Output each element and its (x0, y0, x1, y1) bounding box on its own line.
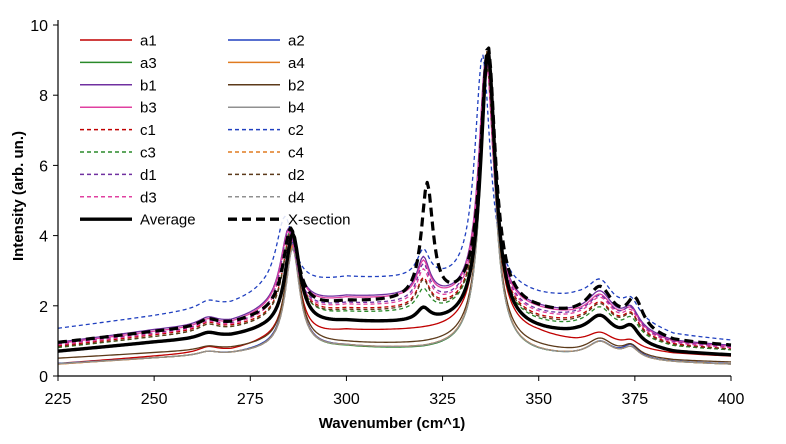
legend-label: d2 (288, 167, 305, 184)
series-line-b1 (57, 57, 732, 346)
x-tick-label: 375 (622, 391, 649, 408)
legend-label: b1 (140, 77, 157, 94)
legend-item: d1 (80, 167, 157, 184)
legend-label: d1 (140, 167, 157, 184)
legend-item: b1 (80, 77, 157, 94)
legend-item: c4 (228, 145, 304, 162)
legend-item: b2 (228, 77, 305, 94)
legend-item: a3 (80, 55, 157, 72)
y-tick-label: 0 (39, 369, 48, 386)
series-line-b2 (57, 50, 732, 363)
x-tick-label: 225 (45, 391, 72, 408)
series-line-d4 (57, 55, 732, 365)
legend-item: c1 (80, 122, 156, 139)
y-tick-label: 2 (39, 299, 48, 316)
x-tick-label: 300 (333, 391, 360, 408)
legend-item: X-section (228, 212, 351, 229)
series-line-d2 (57, 64, 732, 350)
legend-label: c4 (288, 145, 304, 162)
series-line-x-section (57, 46, 732, 347)
x-tick-label: 325 (429, 391, 456, 408)
legend-item: a1 (80, 33, 157, 50)
series-line-a1 (57, 64, 732, 365)
legend-item: a4 (228, 55, 305, 72)
legend-label: b4 (288, 100, 305, 117)
y-tick-label: 10 (30, 18, 48, 35)
legend-label: c2 (288, 122, 304, 139)
legend-label: Average (140, 212, 196, 229)
legend-item: a2 (228, 33, 305, 50)
legend-item: b4 (228, 100, 305, 117)
legend-item: c3 (80, 145, 156, 162)
axes-layer: 225 250 275 300 325 350 375 400 0 2 4 6 8 10 (30, 18, 744, 408)
legend-item: b3 (80, 100, 157, 117)
legend-label: c3 (140, 145, 156, 162)
series-line-c1 (57, 62, 732, 350)
legend-item: d3 (80, 189, 157, 206)
series-line-d3 (57, 63, 732, 349)
legend-label: b3 (140, 100, 157, 117)
x-tick-label: 250 (141, 391, 168, 408)
y-tick-label: 4 (39, 229, 48, 246)
x-axis-label: Wavenumber (cm^1) (319, 415, 466, 432)
legend-item: Average (80, 212, 196, 229)
legend: a1 a2 a3 a4 b1 b2 b3 b4 c1 c2 c3 c4 d1 d2 d3 d4 Average X… (74, 30, 374, 229)
legend-label: X-section (288, 212, 351, 229)
x-tick-label: 400 (718, 391, 745, 408)
legend-label: d3 (140, 189, 157, 206)
series-line-average (57, 51, 732, 357)
legend-label: b2 (288, 77, 305, 94)
legend-item: c2 (228, 122, 304, 139)
x-tick-label: 275 (237, 391, 264, 408)
y-tick-label: 6 (39, 158, 48, 175)
legend-label: d4 (288, 189, 305, 206)
x-tick-label: 350 (525, 391, 552, 408)
legend-label: a3 (140, 55, 157, 72)
legend-label: a1 (140, 33, 157, 50)
series-line-c2 (57, 54, 732, 341)
legend-label: a4 (288, 55, 305, 72)
legend-item: d2 (228, 167, 305, 184)
y-axis-label: Intensity (arb. un.) (10, 131, 27, 261)
legend-item: d4 (228, 189, 305, 206)
legend-label: c1 (140, 122, 156, 139)
legend-label: a2 (288, 33, 305, 50)
y-tick-label: 8 (39, 88, 48, 105)
series-layer (57, 46, 732, 365)
series-line-d1 (57, 61, 732, 348)
